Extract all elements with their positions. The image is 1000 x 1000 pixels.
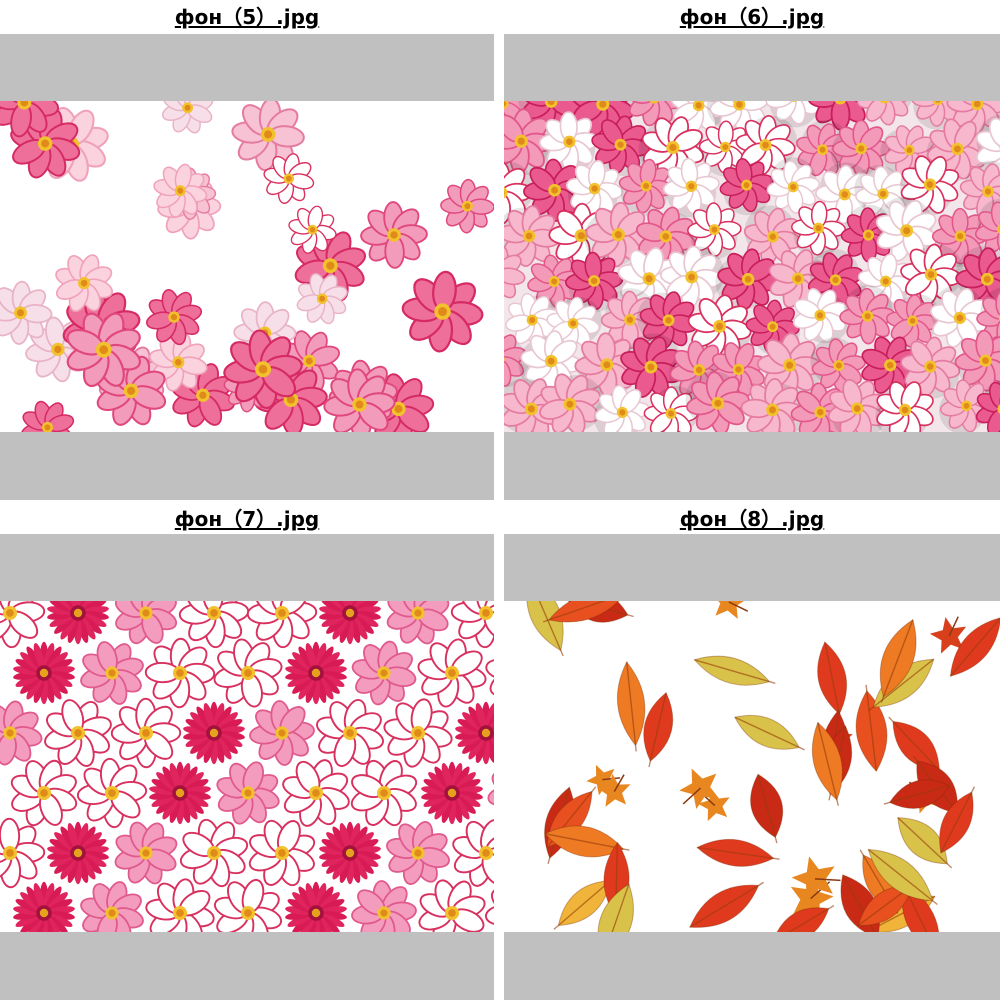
- gallery-tile-5: фон（5）.jpg: [0, 0, 494, 500]
- file-name-link[interactable]: фон（7）.jpg: [174, 507, 320, 531]
- gallery-tile-8: фон（8）.jpg: [504, 502, 1000, 1000]
- thumbnail-autumn-leaves: [504, 601, 1000, 932]
- thumbnail-image[interactable]: [0, 601, 494, 932]
- file-name-link[interactable]: фон（5）.jpg: [174, 5, 320, 29]
- thumbnail-frame: [504, 534, 1000, 1000]
- gallery-tile-7: фон（7）.jpg: [0, 502, 494, 1000]
- thumbnail-image[interactable]: [504, 601, 1000, 932]
- thumbnail-image[interactable]: [504, 101, 1000, 432]
- thumbnail-image[interactable]: [0, 101, 494, 432]
- thumbnail-pink-cosmos-sparse: [0, 101, 494, 432]
- file-name-link[interactable]: фон（8）.jpg: [679, 507, 825, 531]
- thumbnail-frame: [504, 34, 1000, 500]
- gallery-tile-6: фон（6）.jpg: [504, 0, 1000, 500]
- file-name-link[interactable]: фон（6）.jpg: [679, 5, 825, 29]
- thumbnail-frame: [0, 534, 494, 1000]
- thumbnail-cosmos-gerbera: [0, 601, 494, 932]
- thumbnail-cosmos-dense: [504, 101, 1000, 432]
- thumbnail-frame: [0, 34, 494, 500]
